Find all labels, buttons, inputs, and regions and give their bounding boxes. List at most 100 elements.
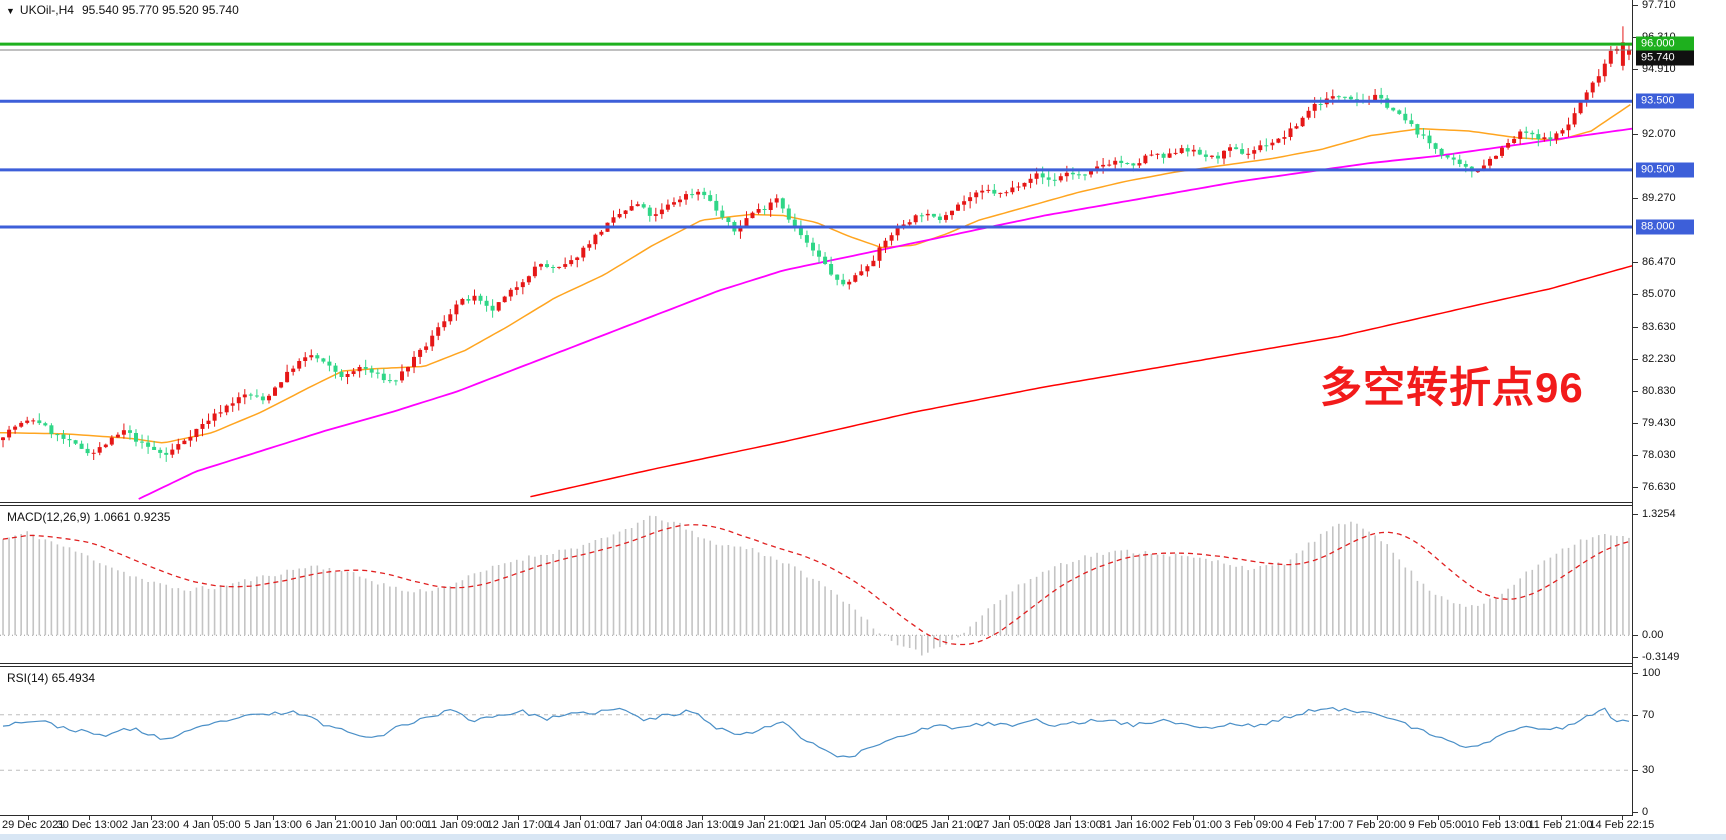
time-axis-label: 27 Jan 05:00 [976,819,1041,831]
price-level-label: 96.000 [1636,36,1694,52]
rsi-label: RSI(14) 65.4934 [7,671,96,685]
price-level-label: 90.500 [1636,162,1694,178]
axis-tick-mark [1633,37,1638,39]
time-axis-label: 24 Jan 08:00 [854,819,918,831]
axis-tick-mark [1633,261,1638,263]
axis-tick-label: 83.630 [1642,320,1676,333]
time-axis-label: 29 Dec 2021 [2,819,65,831]
time-axis-tick [1376,816,1378,820]
symbol-title: UKOil-,H4 [19,3,74,17]
time-axis-label: 14 Jan 01:00 [547,819,612,831]
axis-tick-label: -0.3149 [1642,651,1680,663]
panel-separator [0,663,1726,664]
axis-tick-label: 100 [1642,667,1661,679]
time-axis-tick [334,816,336,820]
time-axis-label: 31 Jan 16:00 [1099,819,1164,831]
axis-tick-mark [1633,358,1638,360]
axis-tick-label: 86.470 [1642,255,1676,268]
time-axis-tick [824,816,826,820]
axis-tick-mark [1633,422,1638,424]
time-axis-tick [1192,816,1194,820]
time-axis-tick [28,816,29,820]
time-axis-label: 19 Jan 21:00 [731,819,796,831]
axis-tick-label: 97.710 [1642,0,1676,12]
axis-tick-mark [1633,635,1638,637]
axis-tick-label: 80.830 [1642,384,1676,397]
axis-tick-mark [1633,486,1638,488]
axis-tick-mark [1633,812,1638,813]
time-axis-label: 9 Feb 05:00 [1408,819,1468,831]
chart-annotation: 多空转折点96 [1320,364,1584,411]
symbol-quote-ohlc: 95.540 95.770 95.520 95.740 [81,3,239,17]
time-axis-label: 4 Jan 05:00 [183,819,241,831]
time-axis-label: 30 Dec 13:00 [56,819,123,831]
axis-tick-mark [1633,770,1638,772]
time-axis-tick [1560,816,1562,820]
price-chart-canvas[interactable] [0,0,1632,502]
time-axis-tick [579,816,581,820]
axis-tick-label: 70 [1642,708,1655,721]
time-axis-tick [947,816,949,820]
axis-tick-label: 0 [1642,806,1649,818]
time-axis-tick [1070,816,1072,820]
rsi-indicator-canvas[interactable] [0,667,1632,814]
time-axis-label: 3 Feb 09:00 [1224,819,1284,831]
time-axis-tick [1254,816,1255,820]
axis-tick-mark [1633,5,1638,7]
time-axis-label: 5 Jan 13:00 [244,819,302,831]
rsi-line [2,706,1630,758]
time-axis-tick [1008,816,1010,820]
time-axis-tick [886,816,888,820]
time-axis-tick [1131,816,1133,820]
time-axis-label: 11 Feb 21:00 [1528,819,1593,831]
macd-indicator-canvas[interactable] [0,506,1632,662]
axis-tick-mark [1633,390,1638,392]
time-axis-label: 10 Jan 00:00 [363,819,428,831]
axis-tick-label: 1.3254 [1642,508,1676,520]
bottom-strip [0,833,1726,840]
time-axis-tick [1437,816,1439,820]
axis-tick-label: 92.070 [1642,127,1676,140]
time-axis-label: 14 Feb 22:15 [1589,819,1655,831]
time-axis-label: 28 Jan 13:00 [1038,819,1102,831]
time-axis-label: 2 Jan 23:00 [121,819,180,831]
time-axis-tick [518,816,520,820]
axis-tick-mark [1633,657,1638,658]
time-axis-tick [763,816,765,820]
axis-tick-mark [1633,133,1638,135]
axis-tick-label: 94.910 [1642,63,1676,76]
axis-tick-label: 78.030 [1642,448,1676,461]
price-axis[interactable]: 97.71096.31094.91092.07089.27086.47085.0… [1632,0,1726,818]
time-axis-tick [1499,816,1501,820]
price-level-label: 93.500 [1636,93,1694,109]
time-axis[interactable]: 29 Dec 2021 30 Dec 13:00 2 Jan 23:00 4 Jan … [0,816,1726,832]
price-level-label: 95.740 [1636,50,1694,66]
axis-tick-mark [1633,69,1638,71]
time-axis-tick [1621,816,1623,820]
time-axis-tick [150,816,152,820]
axis-tick-mark [1633,514,1638,515]
time-axis-tick [273,816,275,820]
time-axis-tick [457,816,459,820]
time-axis-label: 10 Feb 13:00 [1466,819,1532,831]
macd-signal-line [2,524,1630,646]
axis-tick-mark [1633,673,1638,674]
axis-tick-mark [1633,326,1638,328]
symbol-dropdown-icon[interactable]: ▼ [6,6,15,16]
time-axis-tick [395,816,397,820]
time-axis-tick [702,816,704,820]
axis-tick-label: 76.630 [1642,480,1676,493]
axis-tick-mark [1633,197,1638,199]
time-axis-label: 2 Feb 01:00 [1163,819,1223,831]
time-axis-tick [89,816,91,820]
price-level-label: 88.000 [1636,219,1694,235]
time-axis-label: 11 Jan 09:00 [425,819,489,831]
axis-tick-label: 30 [1642,764,1655,777]
axis-tick-mark [1633,454,1638,456]
time-axis-label: 17 Jan 04:00 [609,819,673,831]
time-axis-label: 4 Feb 17:00 [1285,819,1345,831]
time-axis-label: 7 Feb 20:00 [1347,819,1406,831]
time-axis-label: 21 Jan 05:00 [793,819,857,831]
axis-tick-mark [1633,714,1638,716]
